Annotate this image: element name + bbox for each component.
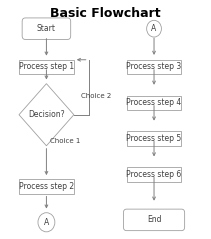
Circle shape [38,213,55,232]
Bar [127,96,181,110]
Text: Process step 2: Process step 2 [19,182,74,191]
FancyBboxPatch shape [123,209,185,231]
FancyBboxPatch shape [22,18,71,39]
Bar [19,179,74,194]
Text: Choice 1: Choice 1 [50,138,80,144]
Text: Process step 4: Process step 4 [126,98,182,107]
Text: Decision?: Decision? [28,110,65,119]
Text: A: A [44,218,49,227]
Bar [19,60,74,74]
Text: Process step 6: Process step 6 [126,170,182,179]
Circle shape [147,20,161,37]
Text: Process step 3: Process step 3 [126,62,182,71]
Polygon shape [19,84,74,146]
Text: Start: Start [37,24,56,33]
Bar [127,167,181,182]
Bar [127,60,181,74]
Text: Choice 2: Choice 2 [81,92,111,99]
Text: Basic Flowchart: Basic Flowchart [50,7,161,20]
Text: Process step 5: Process step 5 [126,134,182,143]
Bar [127,131,181,146]
Text: End: End [147,215,161,224]
Text: Process step 1: Process step 1 [19,62,74,71]
Text: A: A [151,24,157,33]
